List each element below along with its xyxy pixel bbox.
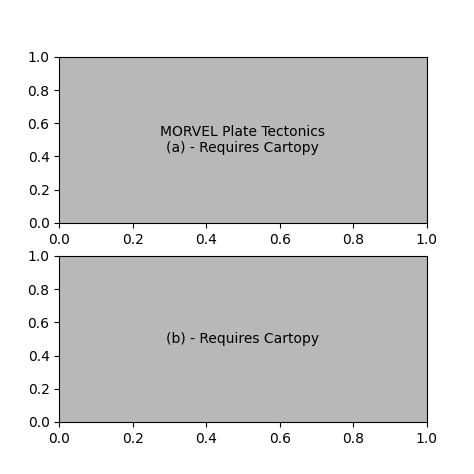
Text: MORVEL Plate Tectonics
(a) - Requires Cartopy: MORVEL Plate Tectonics (a) - Requires Ca… [160,125,326,155]
Text: (b) - Requires Cartopy: (b) - Requires Cartopy [166,332,319,346]
